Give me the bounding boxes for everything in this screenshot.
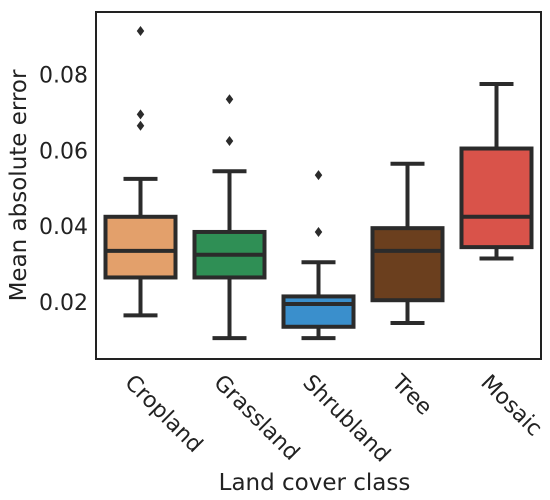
y-tick-label: 0.06 (39, 139, 88, 164)
box-iqr (459, 146, 534, 250)
x-axis-title: Land cover class (219, 470, 411, 496)
x-tick-label: Tree (386, 370, 437, 421)
box-iqr (281, 294, 356, 329)
box-iqr (370, 226, 445, 303)
x-tick-label: Grassland (209, 370, 304, 465)
box-group-cropland (103, 25, 178, 318)
box-group-grassland (192, 94, 267, 341)
y-axis-title: Mean absolute error (6, 69, 32, 301)
x-tick-label: Mosaic (476, 370, 547, 441)
outlier-point (225, 94, 234, 105)
y-tick-label: 0.08 (39, 63, 88, 88)
box-group-mosaic (459, 82, 534, 261)
outlier-point (225, 135, 234, 146)
box-iqr (103, 214, 178, 280)
y-tick-label: 0.04 (39, 215, 88, 240)
box-group-tree (370, 161, 445, 325)
x-tick-label: Shrubland (298, 370, 395, 467)
outlier-point (136, 120, 145, 131)
outlier-point (136, 25, 145, 36)
outlier-point (314, 226, 323, 237)
outlier-point (314, 170, 323, 181)
y-tick-label: 0.02 (39, 291, 88, 316)
plot-frame (95, 11, 542, 360)
box-group-shrubland (281, 170, 356, 341)
outlier-point (136, 109, 145, 120)
x-tick-label: Cropland (120, 370, 208, 458)
